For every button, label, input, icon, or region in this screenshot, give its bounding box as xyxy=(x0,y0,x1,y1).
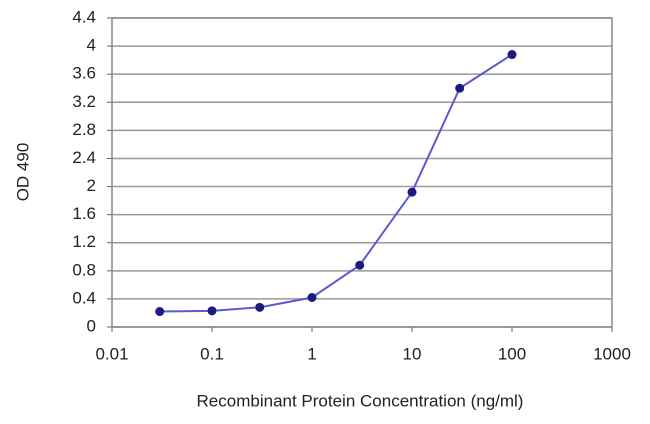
y-tick-label: 4.4 xyxy=(72,7,96,26)
data-line xyxy=(159,53,513,313)
data-point xyxy=(155,307,165,317)
data-point xyxy=(455,83,465,93)
x-tick-label: 0.1 xyxy=(200,344,224,363)
y-tick-label: 1.6 xyxy=(72,204,96,223)
data-point xyxy=(507,50,517,60)
x-axis-label: Recombinant Protein Concentration (ng/ml… xyxy=(197,391,524,410)
y-tick-label: 2.4 xyxy=(72,148,96,167)
y-tick-label: 4 xyxy=(87,36,96,55)
x-tick-label: 0.01 xyxy=(95,344,128,363)
x-tick-label: 1 xyxy=(307,344,316,363)
data-point xyxy=(255,302,265,312)
data-point xyxy=(407,187,417,197)
data-point xyxy=(207,306,217,316)
y-tick-label: 2.8 xyxy=(72,120,96,139)
y-tick-label: 0.4 xyxy=(72,288,96,307)
y-tick-label: 2 xyxy=(87,176,96,195)
plot-frame xyxy=(111,17,613,328)
y-tick-label: 0.8 xyxy=(72,260,96,279)
x-tick-label: 10 xyxy=(403,344,422,363)
data-point xyxy=(307,293,317,303)
x-tick-label: 100 xyxy=(498,344,526,363)
y-tick-label: 0 xyxy=(87,316,96,335)
y-tick-label: 3.2 xyxy=(72,92,96,111)
x-tick-label: 1000 xyxy=(593,344,631,363)
y-tick-label: 1.2 xyxy=(72,232,96,251)
data-point xyxy=(355,260,365,270)
y-tick-label: 3.6 xyxy=(72,64,96,83)
y-axis-label: OD 490 xyxy=(13,143,32,202)
